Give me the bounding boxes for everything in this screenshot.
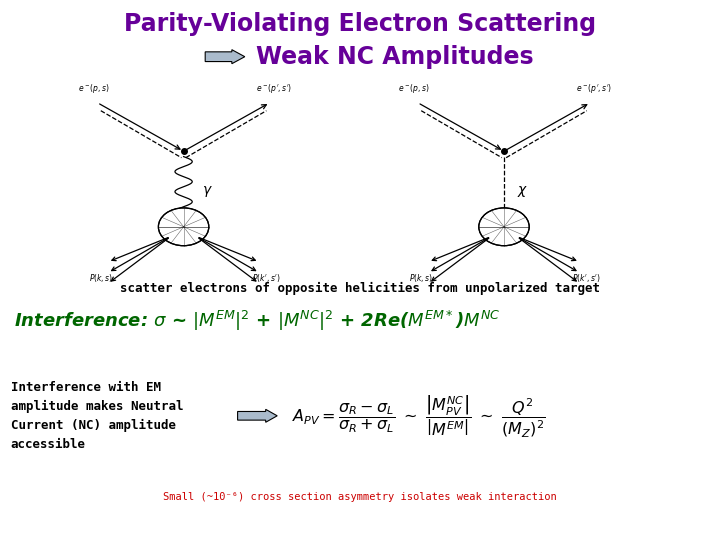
Text: $e^-(p,s)$: $e^-(p,s)$ [398, 82, 430, 94]
FancyArrow shape [205, 50, 245, 64]
Text: $A_{PV} = \dfrac{\sigma_R - \sigma_L}{\sigma_R + \sigma_L}$$\ \sim\ \dfrac{\left: $A_{PV} = \dfrac{\sigma_R - \sigma_L}{\s… [292, 394, 546, 440]
Text: $\chi$: $\chi$ [517, 184, 528, 199]
Text: Interference with EM
amplitude makes Neutral
Current (NC) amplitude
accessible: Interference with EM amplitude makes Neu… [11, 381, 184, 451]
Text: $P(k',s')$: $P(k',s')$ [572, 272, 601, 284]
Circle shape [479, 208, 529, 246]
Text: Parity-Violating Electron Scattering: Parity-Violating Electron Scattering [124, 12, 596, 36]
Text: Small (~10⁻⁶) cross section asymmetry isolates weak interaction: Small (~10⁻⁶) cross section asymmetry is… [163, 492, 557, 502]
Text: $\gamma$: $\gamma$ [202, 184, 212, 199]
Text: $e^-(p',s')$: $e^-(p',s')$ [576, 82, 612, 94]
FancyArrow shape [238, 409, 277, 422]
Text: $e^-(p,s)$: $e^-(p,s)$ [78, 82, 109, 94]
Text: $P(k',s')$: $P(k',s')$ [252, 272, 281, 284]
Text: $P(k,s)$: $P(k,s)$ [409, 272, 433, 284]
Text: $e^-(p',s')$: $e^-(p',s')$ [256, 82, 292, 94]
Text: scatter electrons of opposite helicities from unpolarized target: scatter electrons of opposite helicities… [120, 282, 600, 295]
Text: Interference: $\sigma$ ~ $|M^{EM}|^2$ + $|M^{NC}|^2$ + 2Re($M^{EM*}$)$M^{NC}$: Interference: $\sigma$ ~ $|M^{EM}|^2$ + … [14, 309, 500, 333]
Circle shape [158, 208, 209, 246]
Text: $P(k,s)$: $P(k,s)$ [89, 272, 113, 284]
Text: Weak NC Amplitudes: Weak NC Amplitudes [256, 45, 534, 69]
